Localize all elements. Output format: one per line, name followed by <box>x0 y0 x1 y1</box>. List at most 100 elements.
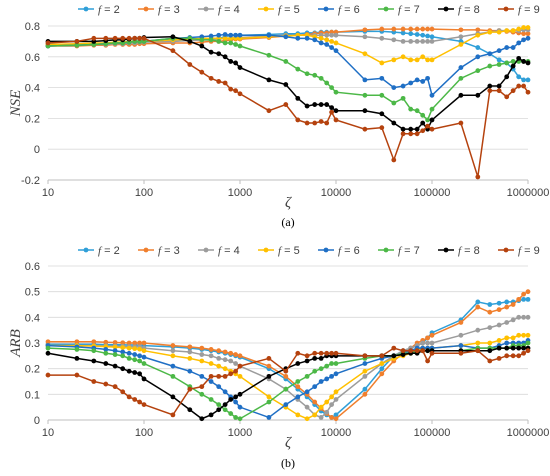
data-point <box>379 75 385 81</box>
data-point <box>516 55 522 61</box>
y-tick-label: 0.3 <box>25 338 40 350</box>
data-point <box>324 120 330 126</box>
data-point <box>333 117 339 123</box>
data-point <box>132 346 138 352</box>
data-point <box>400 83 406 89</box>
legend-item: f = 2 <box>78 245 120 257</box>
data-point <box>496 48 502 54</box>
data-point <box>429 126 435 132</box>
data-point <box>266 108 272 114</box>
data-point <box>318 75 324 81</box>
legend-marker <box>503 6 509 12</box>
data-point <box>312 120 318 126</box>
data-point <box>521 25 527 30</box>
data-point <box>141 35 147 41</box>
data-point <box>379 92 385 98</box>
data-point <box>379 35 385 41</box>
data-point <box>475 68 481 74</box>
data-point <box>329 402 335 407</box>
data-point <box>208 353 214 359</box>
data-point <box>333 350 339 356</box>
data-point <box>199 416 205 422</box>
data-point <box>91 379 97 384</box>
data-point <box>504 45 510 50</box>
data-point <box>333 397 339 402</box>
data-point <box>379 371 385 377</box>
legend-label: f = 7 <box>398 245 420 257</box>
data-point <box>170 353 176 359</box>
data-point <box>312 412 318 418</box>
data-point <box>379 111 385 117</box>
data-point <box>516 345 522 351</box>
data-point <box>222 366 228 372</box>
data-point <box>137 353 143 359</box>
legend-label: f = 5 <box>278 4 300 16</box>
data-point <box>420 120 426 126</box>
data-point <box>496 356 502 361</box>
data-point <box>420 340 426 346</box>
data-point <box>408 131 414 137</box>
data-point <box>458 350 464 356</box>
data-point <box>318 119 324 124</box>
data-point <box>208 361 214 366</box>
data-point <box>283 59 289 64</box>
data-point <box>458 27 464 33</box>
data-point <box>504 345 510 351</box>
data-point <box>45 345 51 351</box>
data-point <box>400 95 406 101</box>
data-point <box>414 77 420 83</box>
data-point <box>132 340 138 346</box>
data-point <box>304 416 310 422</box>
data-point <box>525 77 531 83</box>
data-point <box>91 348 97 354</box>
data-point <box>304 404 310 410</box>
data-point <box>112 344 118 350</box>
data-point <box>312 37 318 43</box>
data-point <box>126 340 132 346</box>
data-point <box>425 123 431 129</box>
data-point <box>458 75 464 81</box>
data-point <box>137 371 143 377</box>
data-point <box>45 339 51 345</box>
data-point <box>312 356 318 361</box>
data-point <box>208 397 214 402</box>
data-point <box>329 32 335 38</box>
legend-item: f = 6 <box>318 245 360 257</box>
data-point <box>318 415 324 420</box>
data-point <box>362 92 368 98</box>
data-point <box>318 102 324 107</box>
y-tick-label: 0.2 <box>25 113 40 125</box>
data-point <box>425 358 431 364</box>
data-point <box>521 345 527 351</box>
data-point <box>216 356 222 361</box>
data-point <box>324 399 330 405</box>
legend-label: f = 4 <box>218 4 240 16</box>
data-point <box>199 358 205 364</box>
data-point <box>228 86 234 92</box>
data-point <box>504 335 510 341</box>
data-point <box>237 373 243 379</box>
data-point <box>362 353 368 359</box>
legend-item: f = 2 <box>78 4 120 16</box>
data-point <box>475 45 481 50</box>
data-point <box>141 340 147 346</box>
legend-marker <box>143 247 149 253</box>
data-point <box>283 368 289 374</box>
x-tick-label: 1000000 <box>507 427 550 439</box>
data-point <box>74 372 80 378</box>
data-point <box>216 373 222 379</box>
data-point <box>141 402 147 407</box>
data-point <box>103 361 109 366</box>
data-point <box>112 384 118 390</box>
data-point <box>318 350 324 356</box>
data-point <box>222 402 228 407</box>
data-point <box>379 361 385 366</box>
data-point <box>237 416 243 422</box>
data-point <box>120 389 126 395</box>
data-point <box>222 389 228 395</box>
data-point <box>329 350 335 356</box>
data-point <box>525 314 531 320</box>
data-point <box>91 339 97 345</box>
data-point <box>458 92 464 98</box>
data-point <box>458 34 464 40</box>
